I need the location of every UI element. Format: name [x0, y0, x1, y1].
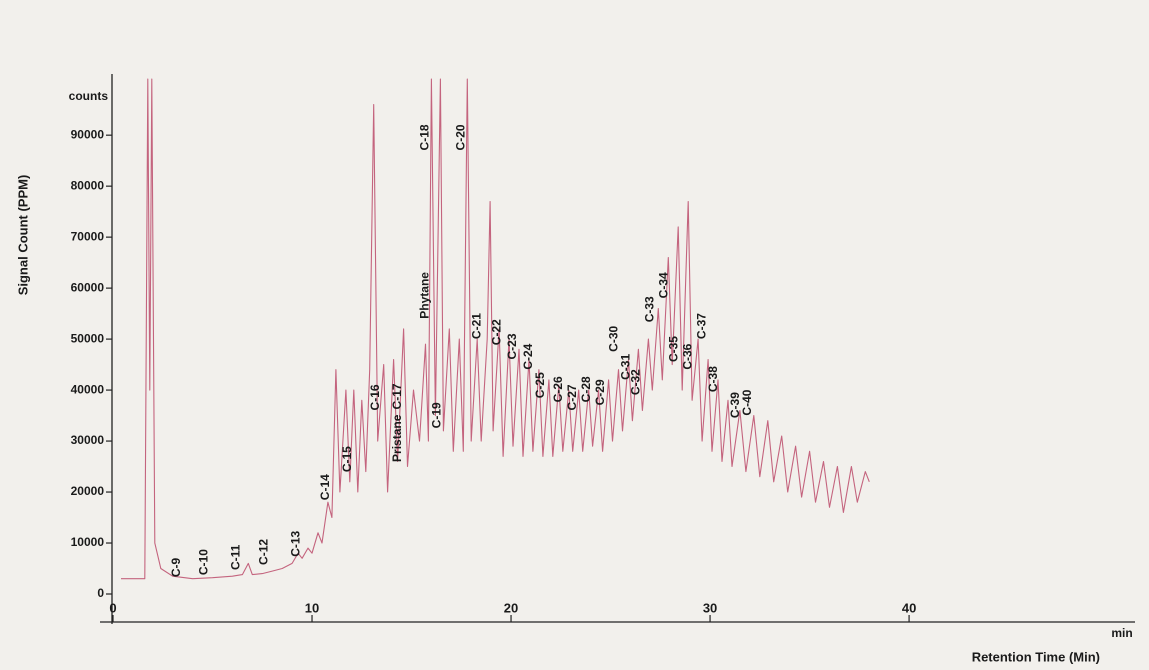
peak-label: C-12	[256, 539, 270, 565]
y-tick-label: 80000	[71, 178, 105, 192]
peak-label: C-23	[505, 333, 519, 359]
peak-label: C-26	[551, 376, 565, 402]
peak-label: C-14	[318, 474, 332, 500]
peak-label: C-27	[565, 384, 579, 410]
peak-label: C-22	[489, 319, 503, 345]
y-tick-label: 70000	[71, 229, 105, 243]
peak-label: C-16	[368, 384, 382, 410]
peak-label: C-25	[533, 372, 547, 398]
y-tick-label: 50000	[71, 331, 105, 345]
signal-trace	[121, 78, 870, 580]
y-tick-label: 10000	[71, 535, 105, 549]
y-tick-label: 40000	[71, 382, 105, 396]
peak-label: Phytane	[418, 272, 432, 319]
peak-label: C-39	[728, 392, 742, 418]
peak-label: C-18	[418, 124, 432, 150]
peak-label: C-35	[666, 336, 680, 362]
peak-label: C-31	[619, 354, 633, 380]
y-tick-label: 0	[97, 586, 104, 600]
peak-label: C-17	[390, 383, 404, 409]
x-axis-label: Retention Time (Min)	[972, 649, 1100, 664]
peak-label: C-21	[469, 313, 483, 339]
y-unit-label: counts	[69, 89, 109, 103]
peak-label: C-29	[593, 379, 607, 405]
peak-label: C-40	[740, 389, 754, 415]
peak-label: C-33	[643, 296, 657, 322]
x-unit-label: min	[1111, 626, 1132, 640]
y-tick-label: 60000	[71, 280, 105, 294]
peak-label: C-19	[430, 402, 444, 428]
peak-label: C-32	[629, 369, 643, 395]
y-tick-label: 30000	[71, 433, 105, 447]
peak-label: C-28	[579, 376, 593, 402]
x-tick-label: 20	[504, 600, 518, 615]
peak-label: C-10	[197, 549, 211, 575]
y-tick-label: 20000	[71, 484, 105, 498]
peak-label: C-30	[607, 326, 621, 352]
peak-label: C-11	[229, 544, 243, 570]
peak-label: C-9	[169, 558, 183, 578]
peak-label: C-24	[521, 343, 535, 369]
peak-label: Pristane	[390, 414, 404, 462]
x-tick-label: 30	[703, 600, 717, 615]
peak-label: C-37	[694, 313, 708, 339]
y-tick-label: 90000	[71, 127, 105, 141]
peak-label: C-38	[706, 366, 720, 392]
peak-label: C-34	[656, 272, 670, 298]
peak-label: C-13	[288, 530, 302, 556]
x-tick-label: 0	[109, 600, 116, 615]
x-tick-label: 10	[305, 600, 319, 615]
peak-label: C-20	[453, 124, 467, 150]
peak-label: C-36	[680, 343, 694, 369]
y-axis-label: Signal Count (PPM)	[15, 175, 30, 296]
x-tick-label: 40	[902, 600, 916, 615]
peak-label: C-15	[340, 446, 354, 472]
